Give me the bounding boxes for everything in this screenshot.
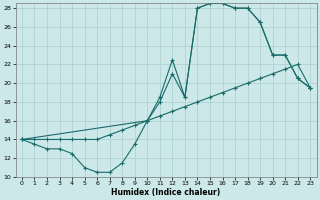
X-axis label: Humidex (Indice chaleur): Humidex (Indice chaleur)	[111, 188, 221, 197]
